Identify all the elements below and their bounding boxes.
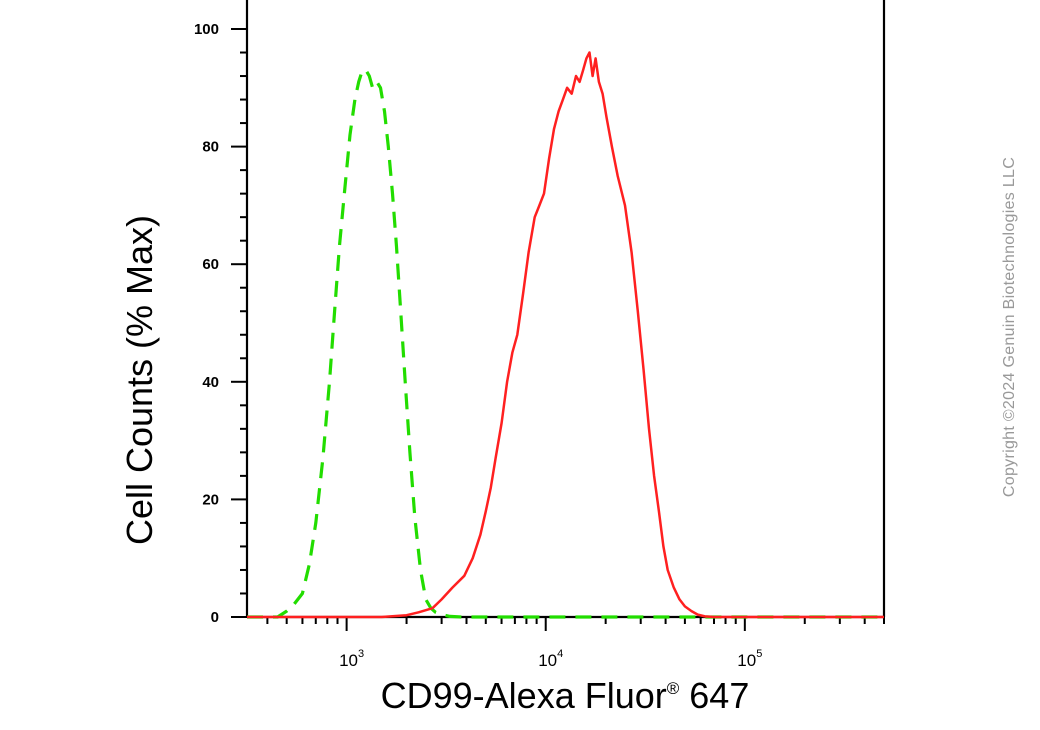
y-tick-label-5: 100 <box>194 21 219 38</box>
y-tick-label-2: 40 <box>202 374 219 391</box>
stained-histogram-line <box>247 51 884 619</box>
x-tick-label-2: 105 <box>737 648 762 670</box>
x-axis-title-main: CD99-Alexa Fluor <box>381 675 667 716</box>
x-axis-title-superscript: ® <box>667 679 680 698</box>
copyright-watermark: Copyright ©2024 Genuin Biotechnologies L… <box>1001 157 1018 497</box>
x-tick-label-1: 104 <box>538 648 563 670</box>
series-layer <box>247 51 884 619</box>
y-tick-label-3: 60 <box>202 256 219 273</box>
y-tick-label-1: 20 <box>202 491 219 508</box>
y-axis-title: Cell Counts (% Max) <box>119 215 160 545</box>
x-tick-label-0: 103 <box>339 648 364 670</box>
y-ticks: 0 20 40 60 80 100 <box>194 21 247 626</box>
x-axis-title-suffix: 647 <box>679 675 749 716</box>
x-ticks: 103 104 105 <box>266 617 885 670</box>
control-histogram-line <box>247 68 884 619</box>
y-tick-label-4: 80 <box>202 139 219 156</box>
y-tick-label-0: 0 <box>211 609 219 626</box>
x-axis-title: CD99-Alexa Fluor® 647 <box>381 675 750 716</box>
